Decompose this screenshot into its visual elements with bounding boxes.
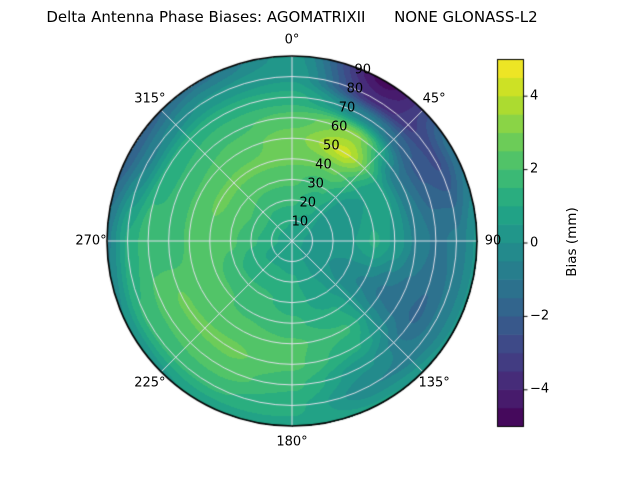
- colorbar-tick-label: 2: [530, 161, 539, 177]
- radial-tick-label: 90: [354, 62, 372, 78]
- radial-tick-label: 70: [338, 100, 356, 116]
- azimuth-tick-label: 90: [484, 233, 502, 249]
- azimuth-tick-label: 315°: [134, 91, 166, 107]
- azimuth-tick-label: 0°: [284, 32, 300, 48]
- azimuth-tick-label: 270°: [75, 233, 107, 249]
- radial-tick-label: 10: [291, 214, 309, 230]
- azimuth-tick-label: 225°: [134, 375, 166, 391]
- radial-tick-label: 40: [315, 157, 332, 173]
- chart-title: Delta Antenna Phase Biases: AGOMATRIXII …: [46, 8, 538, 26]
- azimuth-tick-label: 45°: [422, 91, 446, 107]
- colorbar-tick-label: 4: [530, 88, 539, 104]
- colorbar-tick-label: −4: [530, 381, 550, 397]
- radial-tick-label: 60: [330, 119, 348, 135]
- colorbar-axis-label: Bias (mm): [564, 207, 580, 277]
- azimuth-tick-label: 135°: [418, 375, 450, 391]
- radial-tick-label: 80: [346, 81, 364, 97]
- azimuth-tick-label: 180°: [276, 434, 308, 450]
- colorbar-tick-label: 0: [530, 235, 539, 250]
- radial-tick-label: 20: [299, 195, 316, 211]
- radial-tick-label: 30: [307, 176, 324, 192]
- radial-tick-label: 50: [323, 138, 340, 154]
- colorbar-tick-label: −2: [530, 308, 550, 324]
